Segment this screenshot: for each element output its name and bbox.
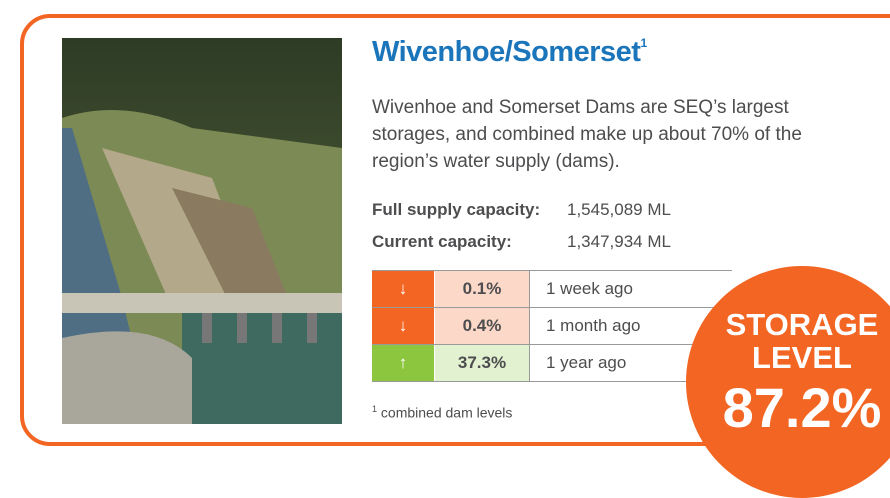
change-value: 0.4% [435,308,530,344]
table-row: ↑37.3%1 year ago [372,345,732,382]
period: 1 month ago [530,308,641,344]
capacity-row: Current capacity:1,347,934 ML [372,232,671,252]
period: 1 year ago [530,345,626,381]
trend-arrow: ↓ [372,271,435,307]
footnote-superscript: 1 [372,404,377,414]
table-row: ↓0.4%1 month ago [372,308,732,345]
title-text: Wivenhoe/Somerset [372,36,640,68]
dam-photo [62,38,342,424]
change-value: 0.1% [435,271,530,307]
trend-arrow: ↑ [372,345,435,381]
capacity-row: Full supply capacity:1,545,089 ML [372,200,671,220]
capacity-value: 1,347,934 ML [567,232,671,251]
page: Wivenhoe/Somerset1 Wivenhoe and Somerset… [0,0,890,495]
badge-label: STORAGE [686,308,890,341]
footnote-text: combined dam levels [381,405,513,421]
description: Wivenhoe and Somerset Dams are SEQ’s lar… [372,94,832,175]
table-row: ↓0.1%1 week ago [372,271,732,308]
capacity-value: 1,545,089 ML [567,200,671,219]
trend-arrow: ↓ [372,308,435,344]
title-superscript: 1 [640,36,646,50]
change-table: ↓0.1%1 week ago↓0.4%1 month ago↑37.3%1 y… [372,270,732,382]
change-value: 37.3% [435,345,530,381]
footnote: 1 combined dam levels [372,404,512,421]
badge-label: LEVEL [686,341,890,374]
capacity-label: Full supply capacity: [372,200,567,220]
title: Wivenhoe/Somerset1 [372,36,647,69]
badge-value: 87.2% [686,378,890,438]
capacity-label: Current capacity: [372,232,567,252]
period: 1 week ago [530,271,633,307]
